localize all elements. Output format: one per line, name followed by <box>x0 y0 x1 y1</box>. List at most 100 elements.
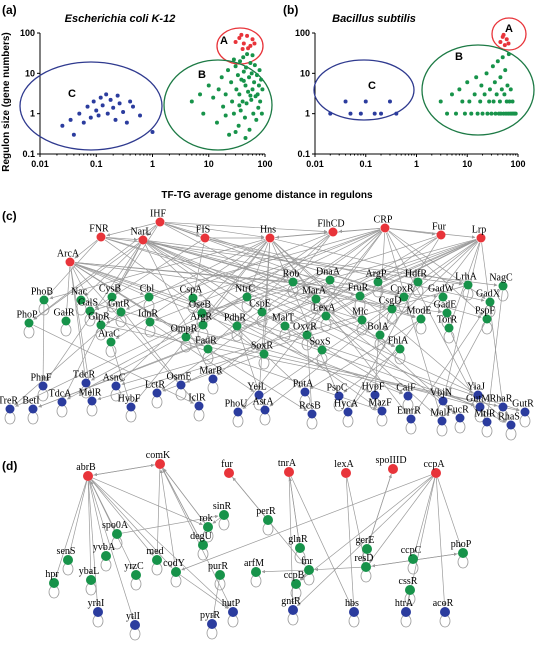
node-comk <box>155 459 165 469</box>
regulatory-edge <box>74 264 308 412</box>
x-tick-label: 0.1 <box>90 159 103 169</box>
node-label: FadR <box>195 336 217 347</box>
self-loop <box>415 321 427 335</box>
data-point-b <box>453 111 458 116</box>
regulatory-edge <box>88 480 100 607</box>
node-label: PhoB <box>31 287 54 298</box>
plot-axes <box>314 33 518 155</box>
regulatory-edge <box>437 477 462 548</box>
node-mode <box>416 314 426 324</box>
regulatory-edge <box>159 469 176 568</box>
data-point-b <box>492 80 497 85</box>
node-emrr <box>406 414 416 424</box>
regulatory-edge <box>163 468 206 524</box>
self-loop <box>436 423 448 437</box>
data-point-b <box>490 64 495 69</box>
node-hypf <box>370 390 380 400</box>
data-point-b <box>256 83 261 88</box>
node-label: CspA <box>180 285 204 296</box>
node-yrzc <box>131 570 141 580</box>
data-point-b <box>250 53 255 58</box>
cluster-label-b: B <box>455 51 463 63</box>
self-loop <box>306 416 318 430</box>
regulatory-edge <box>262 242 271 349</box>
node-gntr <box>116 307 126 317</box>
regulatory-edge <box>329 319 438 418</box>
regulatory-edge <box>105 325 498 407</box>
node-flhcd <box>328 227 338 237</box>
data-point-a <box>502 43 507 48</box>
node-label: MalT <box>272 313 294 324</box>
node-yvba <box>101 551 111 561</box>
regulatory-edge <box>309 321 417 390</box>
data-point-b <box>475 111 480 116</box>
data-point-b <box>510 99 515 104</box>
data-point-b <box>245 52 250 57</box>
node-arac <box>106 337 116 347</box>
node-mazf <box>377 406 387 416</box>
regulatory-edge <box>73 265 196 402</box>
node-label: arfM <box>244 558 264 569</box>
node-label: lexA <box>334 459 354 470</box>
data-point-b <box>487 87 492 92</box>
node-label: MalI <box>430 408 449 419</box>
node-label: yrzC <box>124 561 144 572</box>
node-lrp <box>476 233 486 243</box>
node-gadx <box>485 297 495 307</box>
self-loop <box>443 330 455 344</box>
node-label: glnR <box>288 534 308 545</box>
regulatory-edge <box>64 266 71 316</box>
regulatory-edge <box>206 241 268 321</box>
data-point-c <box>100 103 105 108</box>
node-label: FIS <box>196 225 210 236</box>
regulatory-edge <box>274 238 463 285</box>
regulatory-edge <box>90 299 243 381</box>
self-loop <box>374 337 386 351</box>
cluster-label-c: C <box>68 88 76 100</box>
regulatory-edge <box>450 332 476 390</box>
data-point-b <box>495 59 500 64</box>
regulatory-edge <box>55 480 87 578</box>
regulatory-edge <box>289 237 437 324</box>
node-mara <box>311 294 321 304</box>
data-point-b <box>238 108 243 113</box>
node-fnr <box>304 565 314 575</box>
regulatory-edge <box>41 304 45 381</box>
data-point-b <box>478 99 483 104</box>
node-crp <box>380 223 390 233</box>
regulatory-edge <box>179 574 229 609</box>
chart-b-title: Bacillus subtilis <box>332 13 416 25</box>
node-cspa <box>188 293 198 303</box>
regulatory-edge <box>232 477 266 517</box>
node-label: VbjN <box>430 388 452 399</box>
data-point-c <box>94 108 99 113</box>
self-loop <box>376 413 388 427</box>
node-label: TdcA <box>49 389 73 400</box>
data-point-b <box>259 111 264 116</box>
node-ccpa <box>431 468 441 478</box>
y-tick-label: 10 <box>25 68 35 78</box>
node-gutm <box>475 402 485 412</box>
data-point-a <box>237 36 242 41</box>
regulatory-edge <box>14 315 118 406</box>
node-acor <box>440 607 450 617</box>
node-fadr <box>203 344 213 354</box>
node-label: CsgD <box>379 296 402 307</box>
node-yrhi <box>93 607 103 617</box>
regulatory-edge <box>95 229 381 311</box>
node-label: CspE <box>249 299 271 310</box>
panel-b-label: (b) <box>283 3 298 17</box>
node-label: BetI <box>22 396 39 407</box>
regulatory-edge <box>90 479 154 556</box>
data-point-b <box>214 120 219 125</box>
node-sinr <box>219 510 229 520</box>
node-label: CysB <box>99 284 122 295</box>
regulatory-edge <box>288 477 300 544</box>
data-point-c <box>387 99 392 104</box>
data-point-c <box>85 104 90 109</box>
node-label: GntR <box>108 299 130 310</box>
node-label: rok <box>199 513 212 524</box>
data-point-b <box>219 75 224 80</box>
data-point-b <box>230 99 235 104</box>
